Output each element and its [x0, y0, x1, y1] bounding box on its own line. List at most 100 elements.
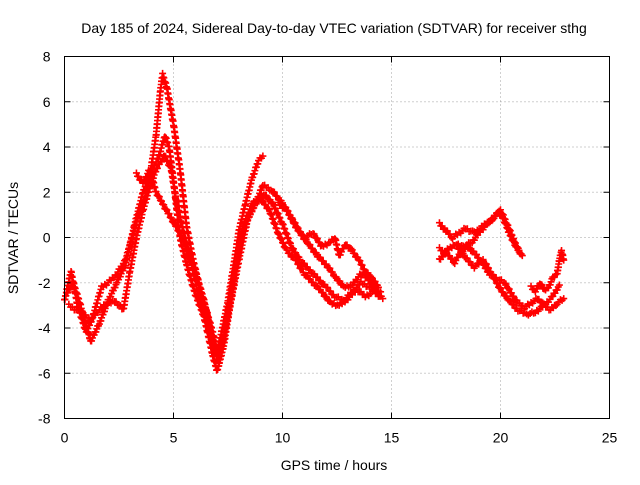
- data-point-marker: [516, 249, 524, 257]
- x-tick-label: 15: [384, 430, 400, 446]
- data-point-marker: [316, 253, 324, 261]
- data-point-marker: [326, 264, 334, 272]
- data-point-marker: [270, 188, 278, 196]
- data-point-marker: [175, 227, 183, 235]
- data-point-marker: [306, 241, 314, 249]
- y-tick-label: -8: [38, 411, 51, 427]
- data-point-marker: [453, 241, 461, 249]
- data-point-marker: [503, 292, 511, 300]
- data-point-marker: [448, 255, 456, 263]
- y-tick-label: 6: [43, 94, 51, 110]
- data-point-marker: [284, 207, 292, 215]
- chart-title: Day 185 of 2024, Sidereal Day-to-day VTE…: [81, 20, 587, 36]
- data-point-marker: [286, 211, 294, 219]
- data-point-marker: [308, 245, 316, 253]
- data-point-marker: [494, 280, 502, 288]
- data-point-marker: [514, 244, 522, 252]
- data-point-marker: [504, 221, 512, 229]
- data-point-marker: [497, 206, 504, 214]
- data-point-marker: [262, 201, 270, 209]
- data-point-marker: [165, 210, 173, 218]
- data-point-marker: [286, 249, 294, 257]
- data-point-marker: [274, 210, 282, 218]
- data-point-marker: [348, 246, 356, 254]
- data-point-marker: [257, 186, 265, 194]
- x-tick-label: 25: [602, 430, 618, 446]
- y-tick-label: 2: [43, 184, 51, 200]
- data-point-marker: [294, 224, 302, 232]
- data-marks: [61, 69, 568, 374]
- data-point-marker: [463, 254, 471, 262]
- data-point-marker: [189, 261, 197, 269]
- data-point-marker: [552, 302, 560, 310]
- y-tick-label: -6: [38, 365, 51, 381]
- data-point-marker: [155, 193, 163, 201]
- y-tick-label: 8: [43, 49, 51, 65]
- ticks: 0 5 10 15 20 25 -8 -6 -4 -2 0 2 4 6 8: [38, 49, 617, 446]
- data-point-marker: [466, 258, 474, 266]
- data-point-marker: [515, 248, 523, 256]
- x-tick-label: 20: [493, 430, 509, 446]
- data-point-marker: [499, 211, 507, 219]
- data-point-marker: [309, 278, 317, 286]
- data-point-marker: [295, 261, 303, 269]
- data-point-marker: [297, 228, 305, 236]
- data-point-marker: [479, 256, 487, 264]
- data-point-marker: [283, 246, 291, 254]
- data-point-marker: [259, 197, 267, 205]
- data-point-marker: [475, 254, 483, 262]
- data-point-marker: [160, 201, 168, 209]
- data-point-marker: [291, 220, 299, 228]
- data-point-marker: [336, 277, 344, 285]
- data-point-marker: [264, 205, 272, 213]
- series-track-4: [132, 166, 387, 367]
- data-point-marker: [510, 292, 518, 300]
- grid: [64, 56, 610, 419]
- data-point-marker: [319, 289, 327, 297]
- data-point-marker: [507, 289, 515, 297]
- x-tick-label: 10: [275, 430, 291, 446]
- data-point-marker: [273, 192, 281, 200]
- data-point-marker: [278, 235, 286, 243]
- data-point-marker: [347, 245, 355, 253]
- data-point-marker: [135, 173, 143, 181]
- data-point-marker: [313, 235, 321, 243]
- data-point-marker: [367, 272, 375, 280]
- data-point-marker: [289, 245, 297, 253]
- data-point-marker: [473, 250, 481, 258]
- data-point-marker: [162, 153, 170, 161]
- data-point-marker: [269, 200, 277, 208]
- data-point-marker: [499, 288, 507, 296]
- data-point-marker: [300, 259, 308, 267]
- data-point-marker: [132, 169, 140, 177]
- data-point-marker: [185, 251, 193, 259]
- data-point-marker: [332, 273, 340, 281]
- data-point-marker: [538, 281, 546, 289]
- data-point-marker: [323, 293, 331, 301]
- x-tick-label: 5: [170, 430, 178, 446]
- data-point-marker: [306, 266, 314, 274]
- data-point-marker: [312, 249, 320, 257]
- data-point-marker: [279, 239, 287, 247]
- x-axis-label: GPS time / hours: [281, 457, 388, 473]
- data-point-marker: [497, 284, 504, 292]
- data-point-marker: [262, 192, 270, 200]
- data-point-marker: [322, 260, 330, 268]
- data-point-marker: [259, 152, 267, 160]
- data-point-marker: [465, 243, 473, 251]
- data-point-marker: [371, 278, 379, 286]
- data-point-marker: [455, 245, 463, 253]
- data-point-marker: [276, 214, 284, 222]
- data-point-marker: [510, 301, 518, 309]
- data-point-marker: [552, 271, 560, 279]
- series-track-10: [527, 246, 568, 296]
- data-point-marker: [446, 230, 454, 238]
- data-point-marker: [560, 256, 568, 264]
- data-point-marker: [289, 216, 297, 224]
- data-point-marker: [163, 206, 171, 214]
- data-point-marker: [153, 164, 161, 172]
- data-point-marker: [358, 261, 366, 269]
- data-point-marker: [266, 196, 274, 204]
- data-point-marker: [313, 273, 321, 281]
